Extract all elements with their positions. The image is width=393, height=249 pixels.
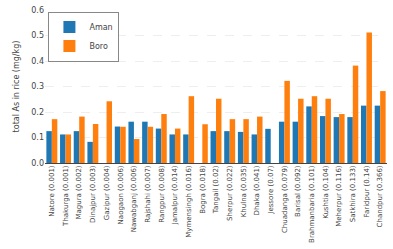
svg-text:Brahmanbaria (0.101): Brahmanbaria (0.101) [308,165,316,243]
svg-text:Jamalpur (0.014): Jamalpur (0.014) [171,165,179,225]
svg-text:Aman: Aman [89,23,112,32]
svg-text:0.6: 0.6 [31,6,44,15]
svg-text:Rangpur (0.008): Rangpur (0.008) [158,165,166,223]
svg-text:total As in rice (mg/kg): total As in rice (mg/kg) [12,41,21,133]
svg-text:Chandpur (0.366): Chandpur (0.366) [376,165,384,227]
svg-text:0.1: 0.1 [31,133,44,142]
svg-text:Faridpur (0.14): Faridpur (0.14) [363,165,371,217]
svg-text:Natore (0.001): Natore (0.001) [48,165,56,217]
svg-text:Bogra (0.018): Bogra (0.018) [199,165,207,214]
svg-text:Naogaon (0.006): Naogaon (0.006) [117,165,125,224]
svg-text:Thakurga (0.001): Thakurga (0.001) [62,165,70,227]
svg-text:0.5: 0.5 [31,31,44,40]
svg-text:Jessore (0.07): Jessore (0.07) [267,165,275,215]
svg-text:0.4: 0.4 [31,57,44,66]
svg-text:Meherpur (0.116): Meherpur (0.116) [335,165,343,227]
svg-text:Chuadanga (0.079): Chuadanga (0.079) [281,165,289,233]
svg-text:Nawabganj (0.006): Nawabganj (0.006) [130,165,138,232]
svg-text:0.0: 0.0 [31,159,44,168]
svg-text:Kushtia (0.104): Kushtia (0.104) [322,165,330,219]
svg-text:Satkhira (0.133): Satkhira (0.133) [349,165,357,222]
svg-text:Magura (0.002): Magura (0.002) [75,165,83,219]
svg-text:Mymensingh (0.016): Mymensingh (0.016) [185,165,193,238]
svg-text:Barisal (0.092): Barisal (0.092) [294,165,302,217]
svg-text:0.2: 0.2 [31,108,44,117]
svg-text:Dinajpur (0.003): Dinajpur (0.003) [89,165,97,223]
svg-text:0.3: 0.3 [31,82,44,91]
svg-text:Tangail (0.02): Tangail (0.02) [212,165,220,214]
svg-text:Khulna (0.035): Khulna (0.035) [240,165,248,217]
svg-text:Gazipur (0.004): Gazipur (0.004) [103,165,111,220]
svg-text:Rajshahi (0.007): Rajshahi (0.007) [144,165,152,223]
svg-text:Sherpur (0.022): Sherpur (0.022) [226,165,234,221]
svg-text:Boro: Boro [89,42,107,51]
svg-text:Dhaka (0.041): Dhaka (0.041) [253,165,261,215]
